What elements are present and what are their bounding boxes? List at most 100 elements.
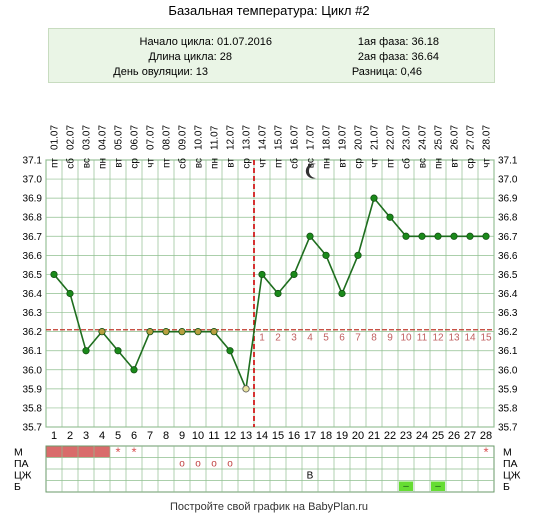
row-label-right: М — [503, 447, 512, 459]
date-label: 11.07 — [210, 125, 221, 150]
date-label: 19.07 — [338, 125, 349, 150]
temp-difference: Разница: 0,46 — [351, 66, 422, 78]
temperature-point — [162, 328, 170, 336]
b-marker — [431, 481, 445, 491]
cycle-info-panel: Начало цикла: 01.07.2016 Длина цикла: 28… — [48, 28, 495, 83]
weekday-label: чт — [482, 158, 493, 168]
weekday-label: сб — [65, 158, 77, 169]
phase2-day-number: 10 — [400, 333, 412, 344]
day-number: 25 — [432, 430, 444, 442]
day-number: 20 — [352, 430, 364, 442]
temperature-point — [434, 232, 442, 240]
weekday-label: пн — [322, 158, 333, 169]
day-number: 22 — [384, 430, 396, 442]
day-number: 9 — [179, 430, 185, 442]
temperature-point — [290, 270, 298, 279]
date-label: 05.07 — [114, 125, 125, 150]
b-mark: – — [403, 481, 409, 492]
cycle-start: Начало цикла: 01.07.2016 — [139, 36, 272, 48]
date-label: 23.07 — [402, 125, 413, 150]
day-number: 8 — [163, 430, 169, 442]
temperature-point — [66, 289, 74, 298]
date-label: 06.07 — [130, 125, 141, 150]
phase2-day-number: 8 — [371, 333, 377, 344]
day-number: 23 — [400, 430, 412, 442]
weekday-label: чт — [370, 158, 381, 168]
date-label: 08.07 — [162, 125, 173, 150]
day-number: 7 — [147, 430, 153, 442]
y-tick-right: 35.8 — [498, 403, 518, 414]
ovulation-day: День овуляции: 13 — [113, 66, 208, 78]
pa-mark: o — [227, 459, 233, 470]
date-label: 16.07 — [290, 125, 301, 150]
date-label: 09.07 — [178, 125, 189, 150]
y-tick-left: 36.0 — [23, 365, 43, 376]
date-label: 28.07 — [482, 125, 493, 150]
weekday-label: вс — [194, 158, 205, 168]
date-label: 14.07 — [258, 125, 269, 150]
weekday-label: вт — [338, 158, 349, 168]
temperature-point — [146, 328, 154, 336]
temperature-point — [322, 251, 330, 259]
y-tick-left: 36.9 — [23, 194, 43, 205]
weekday-label: вс — [306, 158, 317, 168]
date-label: 13.07 — [242, 125, 253, 150]
date-label: 27.07 — [466, 125, 477, 150]
temperature-point — [98, 328, 106, 336]
y-tick-left: 35.9 — [23, 384, 43, 395]
day-number: 27 — [464, 430, 476, 442]
y-tick-left: 36.1 — [23, 346, 43, 357]
y-tick-left: 36.3 — [23, 308, 43, 319]
temperature-point — [338, 289, 346, 298]
y-tick-right: 36.4 — [498, 289, 518, 300]
weekday-label: вт — [226, 158, 237, 168]
day-number: 13 — [240, 430, 252, 442]
temperature-point — [402, 232, 410, 240]
temperature-point — [466, 232, 474, 240]
y-tick-left: 37.1 — [23, 156, 43, 167]
weekday-label: чт — [258, 158, 269, 168]
temperature-line — [53, 196, 486, 392]
date-label: 03.07 — [82, 125, 93, 150]
date-label: 01.07 — [50, 125, 61, 150]
b-mark: – — [435, 481, 441, 492]
y-tick-right: 36.0 — [498, 365, 518, 376]
period-cell — [94, 446, 110, 458]
temperature-point — [226, 347, 234, 355]
weekday-label: ср — [354, 158, 365, 169]
row-label-left: ПА — [14, 458, 29, 470]
phase2-day-number: 5 — [323, 333, 329, 344]
weekday-label: сб — [289, 158, 301, 169]
date-label: 17.07 — [306, 125, 317, 150]
y-tick-right: 36.7 — [498, 232, 518, 243]
bbt-chart: 37.1 37.1 37.0 37.0 36.9 36.9 36.8 36.8 36.7 36.7… — [14, 125, 521, 493]
temperature-point — [354, 251, 362, 259]
day-number: 11 — [208, 430, 219, 442]
phase2-day-number: 2 — [275, 333, 281, 344]
day-number: 17 — [304, 430, 316, 442]
phase2-day-number: 12 — [432, 333, 444, 344]
weekday-label: пн — [210, 158, 221, 169]
weekday-label: пт — [386, 158, 397, 168]
weekday-label: вс — [418, 158, 429, 168]
footer-link[interactable]: Постройте свой график на BabyPlan.ru — [169, 501, 369, 513]
weekday-label: ср — [242, 158, 253, 169]
phase2-day-number: 14 — [464, 333, 476, 344]
weekday-label: сб — [177, 158, 189, 169]
pa-mark: o — [211, 459, 217, 470]
phase1-temp: 1ая фаза: 36.18 — [357, 36, 439, 48]
weekday-label: пт — [50, 158, 61, 168]
weekday-label: вт — [450, 158, 461, 168]
temperature-point — [130, 366, 138, 374]
day-number: 19 — [336, 430, 348, 442]
date-label: 04.07 — [98, 125, 109, 150]
day-number: 2 — [67, 430, 73, 442]
period-star: * — [483, 445, 488, 460]
temperature-point — [386, 213, 394, 221]
y-tick-right: 36.3 — [498, 308, 518, 319]
temperature-point — [258, 270, 266, 279]
day-number: 1 — [51, 430, 57, 442]
day-number: 10 — [192, 430, 204, 442]
day-number: 6 — [131, 430, 137, 442]
weekday-label: пн — [98, 158, 109, 169]
